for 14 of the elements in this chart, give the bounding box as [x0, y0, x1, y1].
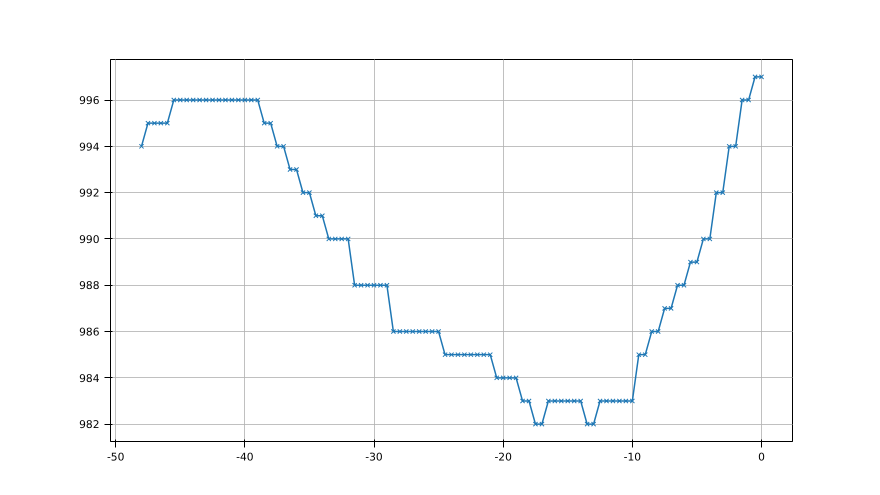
x-tick-label: -40	[236, 450, 254, 464]
x-tick-label: -20	[494, 450, 512, 464]
x-tick-label: -50	[106, 450, 125, 464]
x-tick-label: -30	[365, 450, 383, 464]
y-tick-label: 982	[79, 418, 100, 432]
y-tick-label: 996	[79, 94, 100, 108]
y-tick-label: 984	[79, 372, 100, 385]
x-tick-label: 0	[758, 450, 766, 464]
y-tick-label: 986	[79, 326, 100, 339]
y-tick-label: 990	[79, 232, 100, 246]
x-tick-label: -10	[624, 450, 642, 464]
y-tick-label: 992	[79, 186, 100, 200]
y-tick-label: 988	[79, 279, 100, 292]
y-tick-label: 994	[79, 140, 100, 154]
